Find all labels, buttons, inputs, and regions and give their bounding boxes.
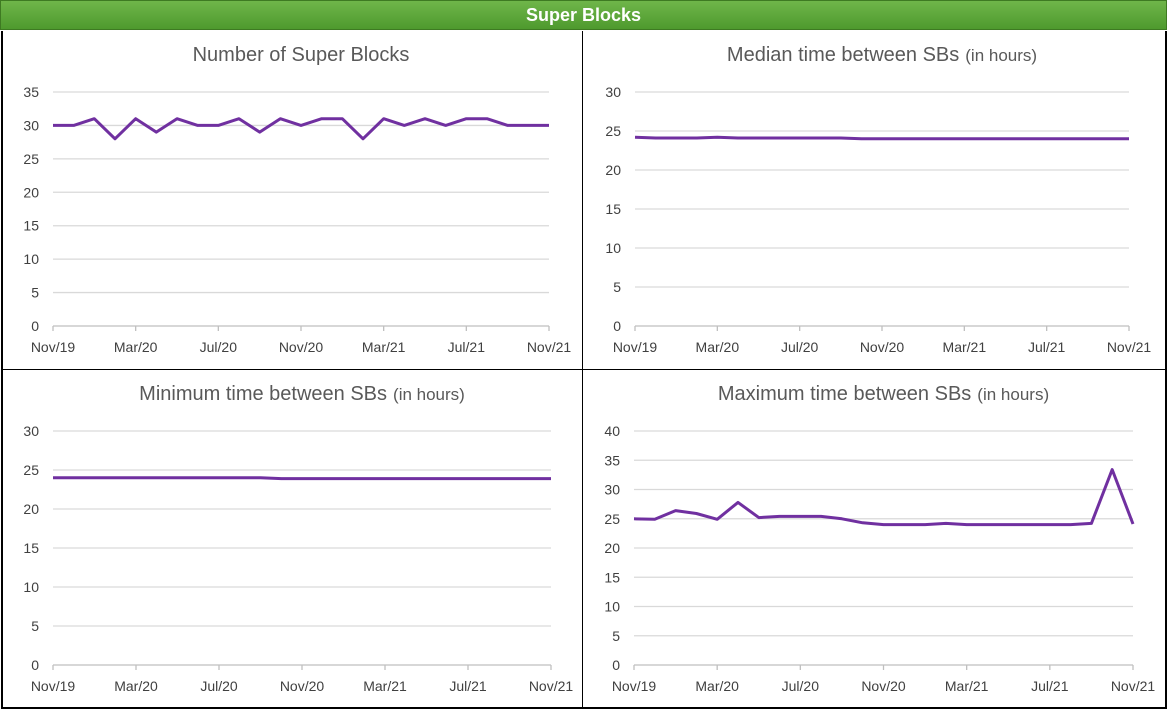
x-tick-label: Nov/21 (1107, 339, 1152, 355)
y-tick-label: 40 (604, 423, 620, 439)
x-tick-label: Nov/20 (860, 339, 905, 355)
chart-title-suffix: (in hours) (965, 46, 1037, 65)
y-tick-label: 30 (23, 423, 39, 439)
y-tick-label: 20 (604, 540, 620, 556)
y-tick-label: 20 (23, 501, 39, 517)
chart-title: Maximum time between SBs (in hours) (718, 383, 1049, 405)
chart-title-main: Median time between SBs (727, 44, 959, 66)
chart-title-main: Minimum time between SBs (139, 383, 387, 405)
x-tick-label: Nov/19 (613, 339, 658, 355)
chart-title-main: Number of Super Blocks (193, 44, 410, 66)
chart-title: Number of Super Blocks (193, 44, 410, 66)
y-tick-label: 30 (23, 117, 39, 133)
chart-panel-maximum-time: Maximum time between SBs (in hours) 0 5 10 15… (583, 370, 1167, 709)
x-tick-label: Mar/21 (363, 678, 407, 694)
y-tick-label: 0 (613, 318, 621, 334)
y-tick-label: 5 (31, 285, 39, 301)
x-tick-label: Mar/20 (114, 339, 158, 355)
series-line (634, 135, 1129, 141)
y-tick-label: 20 (605, 162, 621, 178)
x-tick-label: Nov/20 (279, 339, 324, 355)
x-tick-label: Mar/20 (695, 678, 739, 694)
dashboard-header: Super Blocks (0, 0, 1167, 30)
x-tick-label: Jul/21 (449, 678, 487, 694)
chart-title-suffix: (in hours) (393, 385, 465, 404)
y-tick-label: 0 (31, 318, 39, 334)
y-tick-label: 5 (613, 279, 621, 295)
x-tick-label: Nov/19 (31, 678, 76, 694)
chart-title: Minimum time between SBs (in hours) (139, 383, 465, 405)
chart-title: Median time between SBs (in hours) (727, 44, 1037, 66)
series-line (53, 476, 551, 481)
y-tick-label: 20 (23, 184, 39, 200)
y-tick-label: 10 (23, 251, 39, 267)
y-tick-label: 10 (604, 599, 620, 615)
x-tick-label: Nov/21 (1111, 678, 1156, 694)
y-tick-label: 25 (604, 511, 620, 527)
x-tick-label: Jul/20 (200, 339, 238, 355)
x-tick-label: Mar/21 (945, 678, 989, 694)
chart-panel-median-time: Median time between SBs (in hours) 0 5 10 15 2… (583, 31, 1167, 370)
x-tick-label: Jul/20 (781, 339, 819, 355)
y-tick-label: 25 (23, 151, 39, 167)
y-tick-label: 10 (23, 579, 39, 595)
x-tick-label: Mar/20 (696, 339, 740, 355)
x-tick-label: Jul/21 (1028, 339, 1066, 355)
chart-minimum-time: Minimum time between SBs (in hours) 0 5 10 15… (23, 383, 574, 694)
x-tick-label: Jul/20 (782, 678, 820, 694)
chart-panel-number-of-super-blocks: Number of Super Blocks 0 5 10 15 20 25 30 35 Nov/… (1, 31, 583, 370)
y-tick-label: 10 (605, 240, 621, 256)
x-tick-label: Jul/20 (200, 678, 238, 694)
series-line (633, 468, 1135, 527)
x-tick-label: Mar/21 (362, 339, 406, 355)
x-tick-label: Nov/19 (612, 678, 657, 694)
x-tick-label: Nov/19 (31, 339, 76, 355)
y-tick-label: 35 (23, 84, 39, 100)
chart-panel-minimum-time: Minimum time between SBs (in hours) 0 5 10 15… (1, 370, 583, 709)
y-tick-label: 25 (23, 462, 39, 478)
chart-title-suffix: (in hours) (977, 385, 1049, 404)
chart-number-of-super-blocks: Number of Super Blocks 0 5 10 15 20 25 30 35 Nov/… (23, 44, 572, 355)
x-tick-label: Nov/21 (527, 339, 572, 355)
x-tick-label: Jul/21 (448, 339, 486, 355)
y-tick-label: 30 (604, 482, 620, 498)
y-tick-label: 35 (604, 452, 620, 468)
chart-title-main: Maximum time between SBs (718, 383, 971, 405)
y-tick-label: 15 (604, 569, 620, 585)
x-tick-label: Mar/20 (114, 678, 158, 694)
y-tick-label: 15 (23, 218, 39, 234)
y-tick-label: 5 (31, 618, 39, 634)
x-tick-label: Mar/21 (943, 339, 987, 355)
x-tick-label: Jul/21 (1031, 678, 1069, 694)
y-tick-label: 30 (605, 84, 621, 100)
chart-median-time: Median time between SBs (in hours) 0 5 10 15 2… (605, 44, 1152, 355)
series-line (53, 117, 549, 141)
x-tick-label: Nov/20 (861, 678, 906, 694)
chart-maximum-time: Maximum time between SBs (in hours) 0 5 10 15… (604, 383, 1156, 694)
y-tick-label: 15 (23, 540, 39, 556)
y-tick-label: 25 (605, 123, 621, 139)
x-tick-label: Nov/21 (529, 678, 574, 694)
y-tick-label: 0 (31, 657, 39, 673)
y-tick-label: 0 (612, 657, 620, 673)
y-tick-label: 15 (605, 201, 621, 217)
x-tick-label: Nov/20 (280, 678, 325, 694)
dashboard-title: Super Blocks (525, 4, 642, 25)
y-tick-label: 5 (612, 628, 620, 644)
